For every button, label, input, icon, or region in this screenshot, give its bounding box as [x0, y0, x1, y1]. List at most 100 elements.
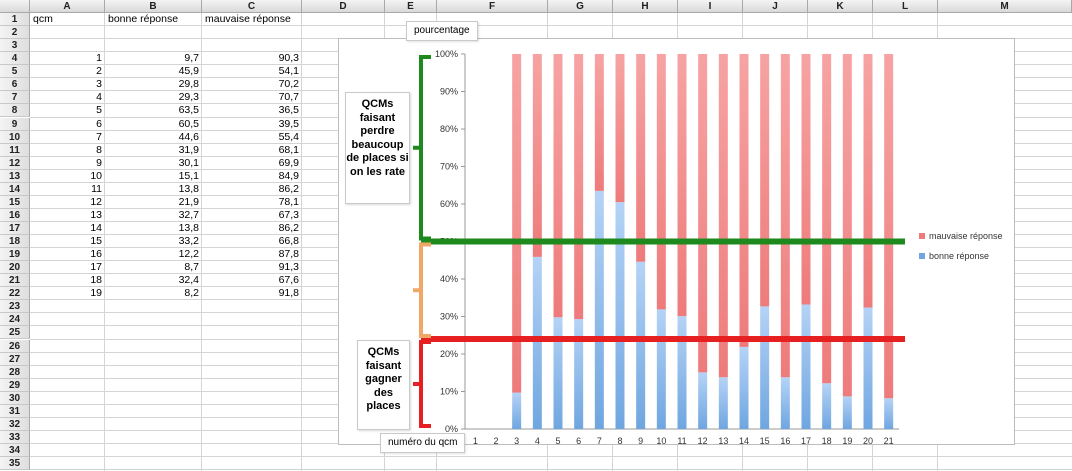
row-header-27[interactable]: 27 [0, 352, 30, 366]
cell-value[interactable]: 2 [96, 65, 102, 78]
cell-value[interactable]: 14 [90, 222, 102, 234]
row-header-16[interactable]: 16 [0, 208, 30, 222]
sheet-corner[interactable] [0, 0, 30, 13]
cell-value[interactable]: 45,9 [178, 65, 199, 78]
column-header-L[interactable]: L [873, 0, 938, 13]
row-header-10[interactable]: 10 [0, 130, 30, 144]
row-header-12[interactable]: 12 [0, 156, 30, 170]
row-header-30[interactable]: 30 [0, 391, 30, 405]
row-header-19[interactable]: 19 [0, 248, 30, 262]
row-header-3[interactable]: 3 [0, 39, 30, 53]
cell-value[interactable]: 10 [90, 169, 102, 182]
row-header-5[interactable]: 5 [0, 65, 30, 79]
row-header-23[interactable]: 23 [0, 300, 30, 314]
row-header-29[interactable]: 29 [0, 378, 30, 392]
cell-value[interactable]: 4 [96, 91, 102, 104]
cell-value[interactable]: 70,7 [278, 91, 299, 104]
cell-value[interactable]: 39,5 [278, 117, 299, 130]
column-header-C[interactable]: C [202, 0, 302, 13]
row-header-17[interactable]: 17 [0, 222, 30, 235]
column-header-H[interactable]: H [613, 0, 678, 13]
cell-value[interactable]: 84,9 [278, 169, 299, 182]
row-header-28[interactable]: 28 [0, 365, 30, 379]
cell-value[interactable]: 86,2 [278, 182, 299, 195]
cell-value[interactable]: 67,3 [278, 208, 299, 221]
cell-value[interactable]: 11 [91, 182, 102, 195]
row-header-9[interactable]: 9 [0, 117, 30, 131]
cell-value[interactable]: 5 [96, 104, 102, 117]
cell-value[interactable]: 1 [96, 52, 102, 65]
row-header-13[interactable]: 13 [0, 169, 30, 183]
cell-value[interactable]: 16 [90, 248, 102, 261]
cell-value[interactable]: 12 [90, 195, 102, 208]
row-header-8[interactable]: 8 [0, 104, 30, 118]
cell-value[interactable]: 8,2 [184, 287, 199, 300]
row-header-26[interactable]: 26 [0, 339, 30, 353]
row-header-6[interactable]: 6 [0, 78, 30, 92]
row-header-34[interactable]: 34 [0, 444, 30, 457]
cell-value[interactable]: 91,8 [278, 287, 299, 300]
cell-value[interactable]: 32,4 [178, 274, 199, 287]
cell-value[interactable]: 36,5 [278, 104, 299, 117]
cell-value[interactable]: 33,2 [178, 235, 199, 247]
cell-value[interactable]: 9,7 [184, 52, 199, 65]
cell-value[interactable]: 15 [90, 235, 102, 247]
cell-value[interactable]: 29,8 [178, 78, 199, 91]
cell-value[interactable]: 8 [96, 143, 102, 156]
cell-value[interactable]: 60,5 [178, 117, 199, 130]
cell-value[interactable]: 29,3 [178, 91, 199, 104]
row-header-1[interactable]: 1 [0, 13, 30, 26]
row-header-22[interactable]: 22 [0, 287, 30, 301]
column-header-D[interactable]: D [302, 0, 385, 13]
row-header-33[interactable]: 33 [0, 430, 30, 444]
column-header-G[interactable]: G [548, 0, 613, 13]
cell-value[interactable]: 18 [90, 274, 102, 287]
cell-value[interactable]: 87,8 [278, 248, 299, 261]
row-header-32[interactable]: 32 [0, 417, 30, 431]
cell-value[interactable]: 8,7 [184, 261, 199, 274]
cell-value[interactable]: 32,7 [178, 208, 199, 221]
cell-value[interactable]: 63,5 [178, 104, 199, 117]
cell-value[interactable]: 7 [96, 130, 102, 143]
cell-value[interactable]: 54,1 [278, 65, 299, 78]
column-header-I[interactable]: I [678, 0, 743, 13]
column-header-J[interactable]: J [743, 0, 808, 13]
row-header-14[interactable]: 14 [0, 182, 30, 196]
cell-value[interactable]: 68,1 [278, 143, 299, 156]
cell-header[interactable]: qcm [33, 13, 53, 25]
cell-value[interactable]: 31,9 [178, 143, 199, 156]
cell-value[interactable]: 69,9 [278, 156, 299, 169]
row-header-18[interactable]: 18 [0, 235, 30, 248]
cell-value[interactable]: 13 [90, 208, 102, 221]
row-header-31[interactable]: 31 [0, 404, 30, 418]
row-header-24[interactable]: 24 [0, 313, 30, 327]
cell-value[interactable]: 30,1 [178, 156, 199, 169]
cell-value[interactable]: 9 [96, 156, 102, 169]
cell-value[interactable]: 55,4 [278, 130, 299, 143]
column-header-A[interactable]: A [30, 0, 105, 13]
cell-value[interactable]: 44,6 [178, 130, 199, 143]
row-header-20[interactable]: 20 [0, 261, 30, 275]
cell-header[interactable]: mauvaise réponse [205, 13, 291, 25]
cell-value[interactable]: 90,3 [278, 52, 299, 65]
column-header-M[interactable]: M [938, 0, 1072, 13]
row-header-11[interactable]: 11 [0, 143, 30, 157]
cell-value[interactable]: 86,2 [278, 222, 299, 234]
column-header-B[interactable]: B [105, 0, 202, 13]
row-header-15[interactable]: 15 [0, 195, 30, 209]
cell-value[interactable]: 66,8 [278, 235, 299, 247]
row-header-2[interactable]: 2 [0, 26, 30, 40]
column-header-K[interactable]: K [808, 0, 873, 13]
cell-header[interactable]: bonne réponse [108, 13, 179, 25]
cell-value[interactable]: 6 [96, 117, 102, 130]
cell-value[interactable]: 21,9 [178, 195, 199, 208]
row-header-4[interactable]: 4 [0, 52, 30, 66]
cell-value[interactable]: 78,1 [278, 195, 299, 208]
column-header-F[interactable]: F [437, 0, 548, 13]
row-header-35[interactable]: 35 [0, 457, 30, 470]
cell-value[interactable]: 3 [96, 78, 102, 91]
row-header-21[interactable]: 21 [0, 274, 30, 288]
row-header-25[interactable]: 25 [0, 326, 30, 340]
cell-value[interactable]: 15,1 [178, 169, 199, 182]
column-header-E[interactable]: E [385, 0, 437, 13]
